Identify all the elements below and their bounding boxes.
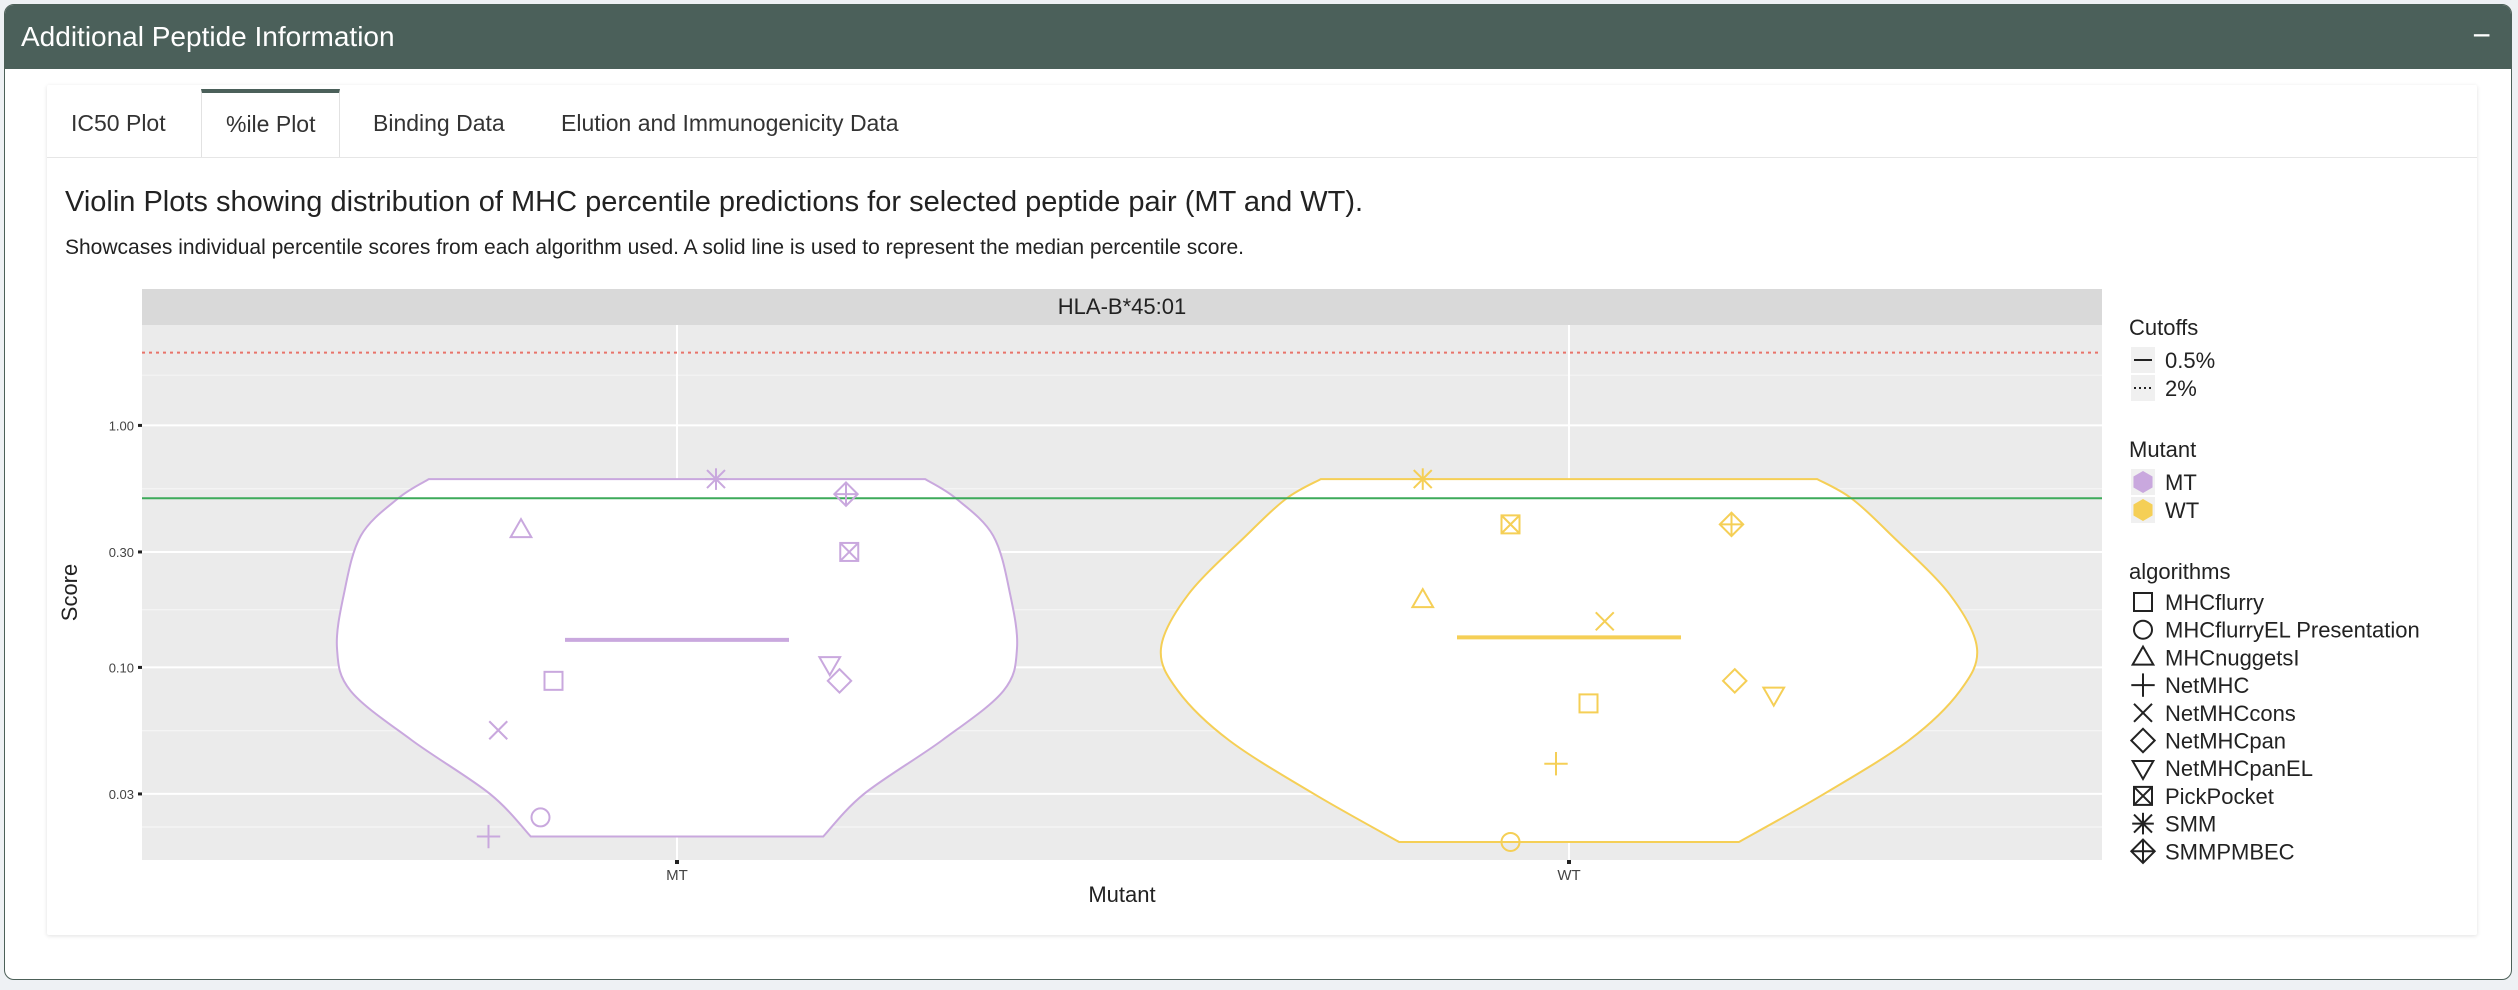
x-axis-title: Mutant: [1088, 882, 1155, 907]
y-tick-label: 0.30: [109, 545, 134, 560]
legend-algorithm-label: MHCflurryEL Presentation: [2165, 618, 2420, 643]
point-wt-mhcnuggetsi: [1410, 587, 1435, 609]
x-tick-label: MT: [666, 867, 688, 884]
legend-mutant-swatch-wt: [2133, 499, 2153, 521]
point-mt-netmhcpan: [826, 667, 853, 694]
point-wt-pickpocket: [1500, 514, 1521, 535]
y-tick-label: 1.00: [109, 418, 134, 433]
legend-cutoff-label: 2%: [2165, 376, 2197, 401]
violin-plot: HLA-B*45:01 0.03 0.10 0.30 1.00 MT WT Mutant Sco…: [57, 289, 2420, 907]
legend-algorithm-icon-netmhc: [2131, 673, 2155, 697]
point-wt-smm: [1411, 468, 1434, 490]
legend-algorithm-label: NetMHCpan: [2165, 729, 2286, 754]
y-tick-label: 0.03: [109, 787, 134, 802]
violin-mt: [335, 478, 1019, 838]
collapse-button[interactable]: −: [2472, 17, 2491, 53]
legend-mutant-title: Mutant: [2129, 437, 2196, 462]
tab-percentile-plot[interactable]: %ile Plot: [201, 89, 341, 157]
legend-mutant-label: WT: [2165, 498, 2199, 523]
legend-algorithms-title: algorithms: [2129, 559, 2230, 584]
legend-algorithm-icon-netmhcpan: [2129, 727, 2157, 754]
tab-ic50-plot[interactable]: IC50 Plot: [71, 110, 166, 136]
content-card: IC50 Plot %ile Plot Binding Data Elution…: [47, 85, 2477, 935]
legend-algorithm-label: MHCnuggetsI: [2165, 645, 2300, 670]
legend-algorithm-label: NetMHCcons: [2165, 701, 2296, 726]
point-wt-smmpmbec: [1718, 511, 1745, 538]
legend-mutant-swatch-mt: [2133, 471, 2153, 493]
legend-mutant-label: MT: [2165, 470, 2197, 495]
tab-bar: IC50 Plot %ile Plot Binding Data Elution…: [47, 85, 2477, 158]
legend-algorithm-icon-mhcflurryel-presentation: [2133, 619, 2153, 640]
legend-algorithm-label: PickPocket: [2165, 784, 2274, 809]
legend-cutoff-label: 0.5%: [2165, 348, 2215, 373]
y-axis-title: Score: [57, 564, 82, 621]
plot-description: Showcases individual percentile scores f…: [65, 236, 1244, 259]
point-wt-netmhcpan: [1721, 667, 1748, 694]
facet-strip: [142, 289, 2102, 325]
point-mt-mhcflurry: [543, 670, 564, 691]
panel-title: Additional Peptide Information: [21, 21, 395, 52]
plot-heading: Violin Plots showing distribution of MHC…: [65, 186, 1364, 218]
legend-algorithm-label: SMM: [2165, 812, 2216, 837]
point-mt-netmhc: [476, 824, 501, 849]
facet-title: HLA-B*45:01: [1058, 294, 1186, 319]
point-mt-mhcnuggetsi: [508, 517, 534, 539]
tab-elution-immunogenicity[interactable]: Elution and Immunogenicity Data: [561, 110, 899, 136]
point-wt-netmhcpanel: [1761, 686, 1786, 708]
legend-algorithm-label: NetMHC: [2165, 673, 2249, 698]
legend-algorithm-icon-smmpmbec: [2129, 838, 2157, 865]
point-mt-pickpocket: [839, 541, 860, 562]
legend-algorithm-icon-mhcflurry: [2133, 592, 2153, 612]
peptide-info-panel: Additional Peptide Information − IC50 Pl…: [4, 4, 2512, 980]
violin-wt: [1159, 478, 1979, 843]
point-mt-netmhccons: [488, 720, 508, 740]
legend-algorithm-icon-smm: [2132, 812, 2154, 835]
tab-binding-data[interactable]: Binding Data: [373, 110, 505, 136]
panel-header[interactable]: Additional Peptide Information −: [5, 5, 2511, 69]
legend-algorithm-icon-mhcnuggetsi: [2130, 644, 2156, 666]
point-wt-netmhccons: [1595, 611, 1615, 632]
legend-algorithm-label: NetMHCpanEL: [2165, 756, 2313, 781]
point-wt-mhcflurryel-presentation: [1500, 831, 1521, 852]
point-wt-mhcflurry: [1578, 693, 1599, 714]
legend-algorithm-icon-netmhcpanel: [2130, 760, 2156, 782]
legend-algorithm-label: SMMPMBEC: [2165, 839, 2295, 864]
x-tick-label: WT: [1557, 867, 1580, 884]
point-wt-netmhc: [1544, 752, 1568, 776]
legend-cutoffs-title: Cutoffs: [2129, 315, 2198, 340]
point-mt-smm: [705, 468, 727, 490]
legend-algorithm-icon-netmhccons: [2133, 703, 2153, 723]
point-mt-netmhcpanel: [817, 656, 842, 678]
point-mt-smmpmbec: [832, 481, 860, 508]
point-mt-mhcflurryel-presentation: [530, 807, 551, 828]
legend-algorithm-label: MHCflurry: [2165, 590, 2264, 615]
y-tick-label: 0.10: [109, 660, 134, 675]
legend-algorithm-icon-pickpocket: [2133, 785, 2153, 806]
